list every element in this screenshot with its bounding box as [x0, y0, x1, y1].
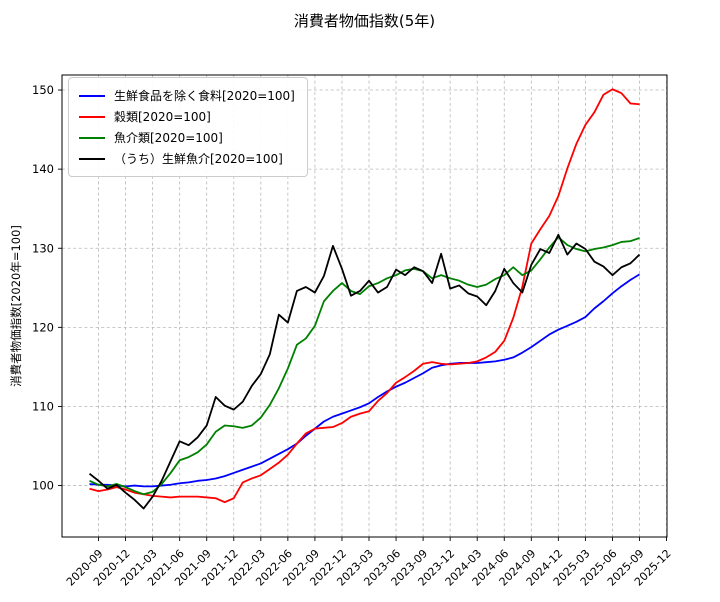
legend-line-sample-red [79, 115, 105, 118]
legend-label: 生鮮食品を除く食料[2020=100] [114, 89, 295, 103]
legend-label: 穀類[2020=100] [114, 110, 211, 124]
series-line-fish-seafood [89, 236, 640, 496]
legend-line-sample-green [79, 136, 105, 139]
legend-entry-fresh-fish: （うち）生鮮魚介[2020=100] [79, 148, 295, 169]
legend-label: （うち）生鮮魚介[2020=100] [114, 152, 283, 166]
y-tick-label: 140 [32, 162, 54, 176]
y-tick-label: 130 [32, 241, 54, 255]
legend-entry-fish-seafood: 魚介類[2020=100] [79, 127, 295, 148]
y-tick-label: 110 [32, 399, 54, 413]
legend: 生鮮食品を除く食料[2020=100] 穀類[2020=100] 魚介類[202… [68, 77, 308, 177]
legend-line-sample-blue [79, 94, 105, 97]
legend-label: 魚介類[2020=100] [114, 131, 223, 145]
legend-line-sample-black [79, 157, 105, 160]
legend-entry-food-excluding-fresh: 生鮮食品を除く食料[2020=100] [79, 85, 295, 106]
plot-border [61, 74, 668, 538]
chart-title: 消費者物価指数(5年) [293, 12, 436, 30]
y-tick-label: 120 [32, 320, 54, 334]
y-tick-label: 100 [32, 479, 54, 493]
series-line-fresh-fish [88, 233, 641, 510]
series-line-food-excluding-fresh [89, 273, 640, 488]
series-line-grains [89, 88, 640, 504]
y-tick-label: 150 [32, 83, 54, 97]
legend-entry-grains: 穀類[2020=100] [79, 106, 295, 127]
